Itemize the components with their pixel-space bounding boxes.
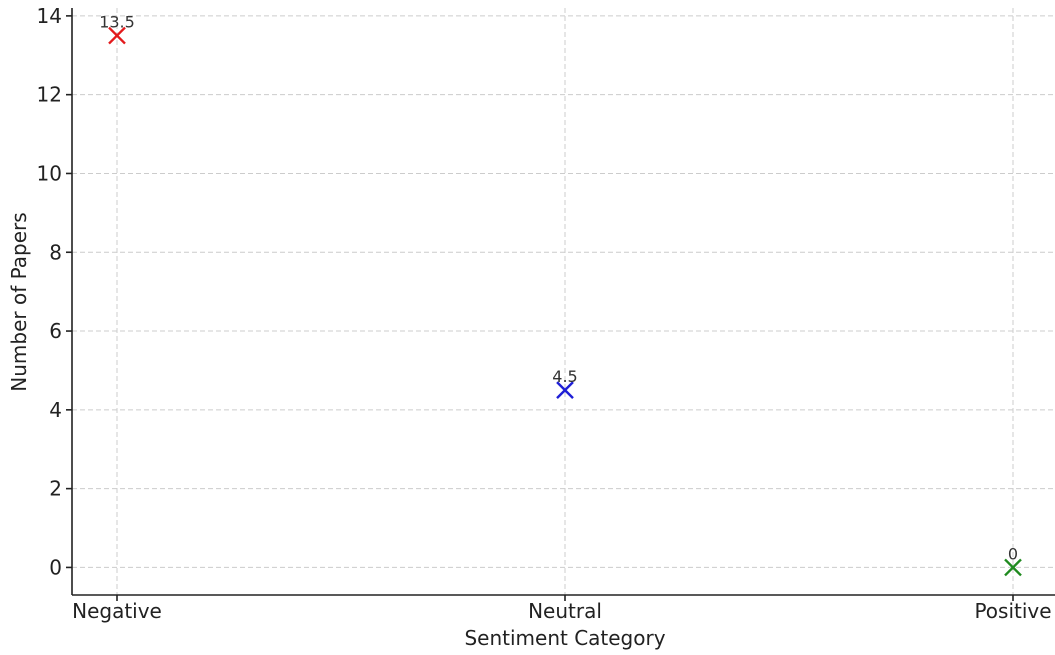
y-tick-label: 4 — [49, 398, 62, 422]
y-tick-label: 10 — [37, 161, 62, 185]
y-axis-title: Number of Papers — [7, 212, 31, 391]
y-tick-label: 12 — [37, 83, 62, 107]
data-labels: 13.5 4.5 0 — [99, 13, 1018, 564]
x-axis-title: Sentiment Category — [464, 626, 665, 650]
x-marker-stroke — [1004, 558, 1022, 577]
y-tick-label: 8 — [49, 240, 62, 264]
y-tick-label: 14 — [37, 4, 62, 28]
grid — [72, 8, 1055, 595]
y-tick-label: 0 — [49, 555, 62, 579]
y-tick-label: 6 — [49, 319, 62, 343]
x-tick-label-negative: Negative — [72, 599, 162, 623]
data-point-neutral — [556, 381, 574, 399]
data-points — [108, 26, 1022, 577]
x-marker-stroke — [108, 26, 126, 45]
x-tick-label-positive: Positive — [974, 599, 1051, 623]
ticks: 0 2 4 6 8 10 12 14 Negative Neutral Positive — [37, 4, 1052, 623]
data-label-positive: 0 — [1008, 544, 1018, 563]
x-marker-stroke — [556, 381, 574, 399]
data-label-negative: 13.5 — [99, 13, 135, 32]
x-tick-label-neutral: Neutral — [528, 599, 602, 623]
data-point-positive — [1004, 558, 1022, 577]
y-tick-label: 2 — [49, 477, 62, 501]
data-label-neutral: 4.5 — [552, 367, 577, 386]
axes — [71, 8, 1055, 596]
data-point-negative — [108, 26, 126, 45]
